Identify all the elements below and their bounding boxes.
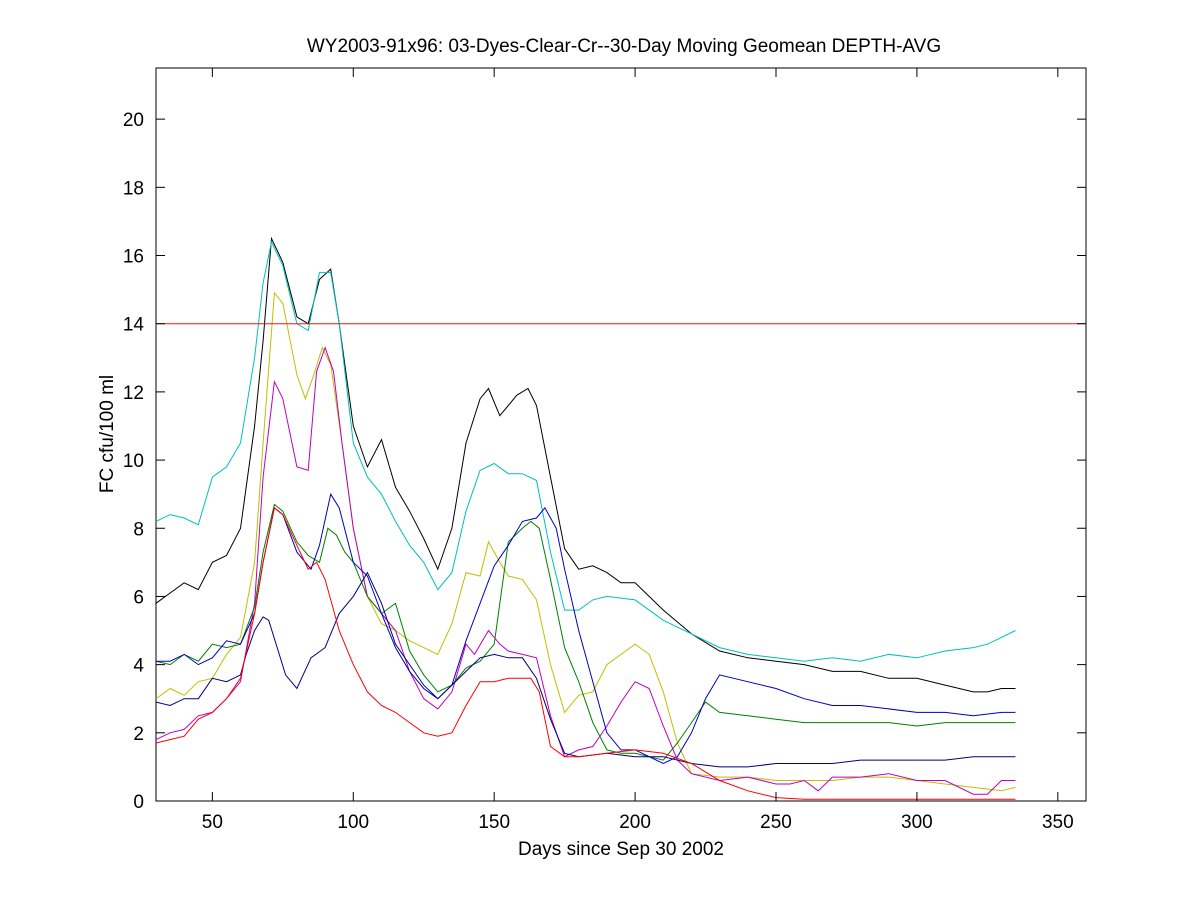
y-tick-label: 20 [123,110,144,131]
series-line-navy [156,571,1016,768]
x-tick-label: 300 [901,812,933,833]
y-tick-label: 14 [123,315,145,336]
series-line-red [156,506,1016,800]
x-tick-label: 350 [1042,812,1074,833]
y-tick-label: 12 [123,383,144,404]
y-tick-label: 6 [133,587,144,608]
y-axis-label: FC cfu/100 ml [97,375,118,493]
x-tick-label: 150 [478,812,510,833]
y-tick-label: 10 [123,451,144,472]
y-tick-label: 0 [133,792,144,813]
chart-title: WY2003-91x96: 03-Dyes-Clear-Cr--30-Day M… [307,36,941,57]
series-line-cyan [156,240,1016,662]
series-line-black [156,236,1016,693]
axes-ticks: 50 100 150 200 250 300 350 0 2 4 6 8 10 12 14 16 18 20 [123,68,1086,833]
x-tick-label: 50 [202,812,223,833]
y-tick-label: 2 [133,724,144,745]
x-tick-label: 100 [337,812,369,833]
x-tick-label: 250 [760,812,792,833]
y-tick-label: 8 [133,519,144,540]
y-tick-label: 16 [123,247,144,268]
series-line-magenta [156,346,1016,795]
plot-area [155,67,1087,802]
y-tick-label: 18 [123,178,144,199]
x-tick-label: 200 [619,812,651,833]
series-line-green [156,503,1016,761]
series-layer [156,236,1016,800]
y-tick-label: 4 [133,656,144,677]
x-axis-label: Days since Sep 30 2002 [518,839,724,860]
series-line-yellow [156,291,1016,792]
